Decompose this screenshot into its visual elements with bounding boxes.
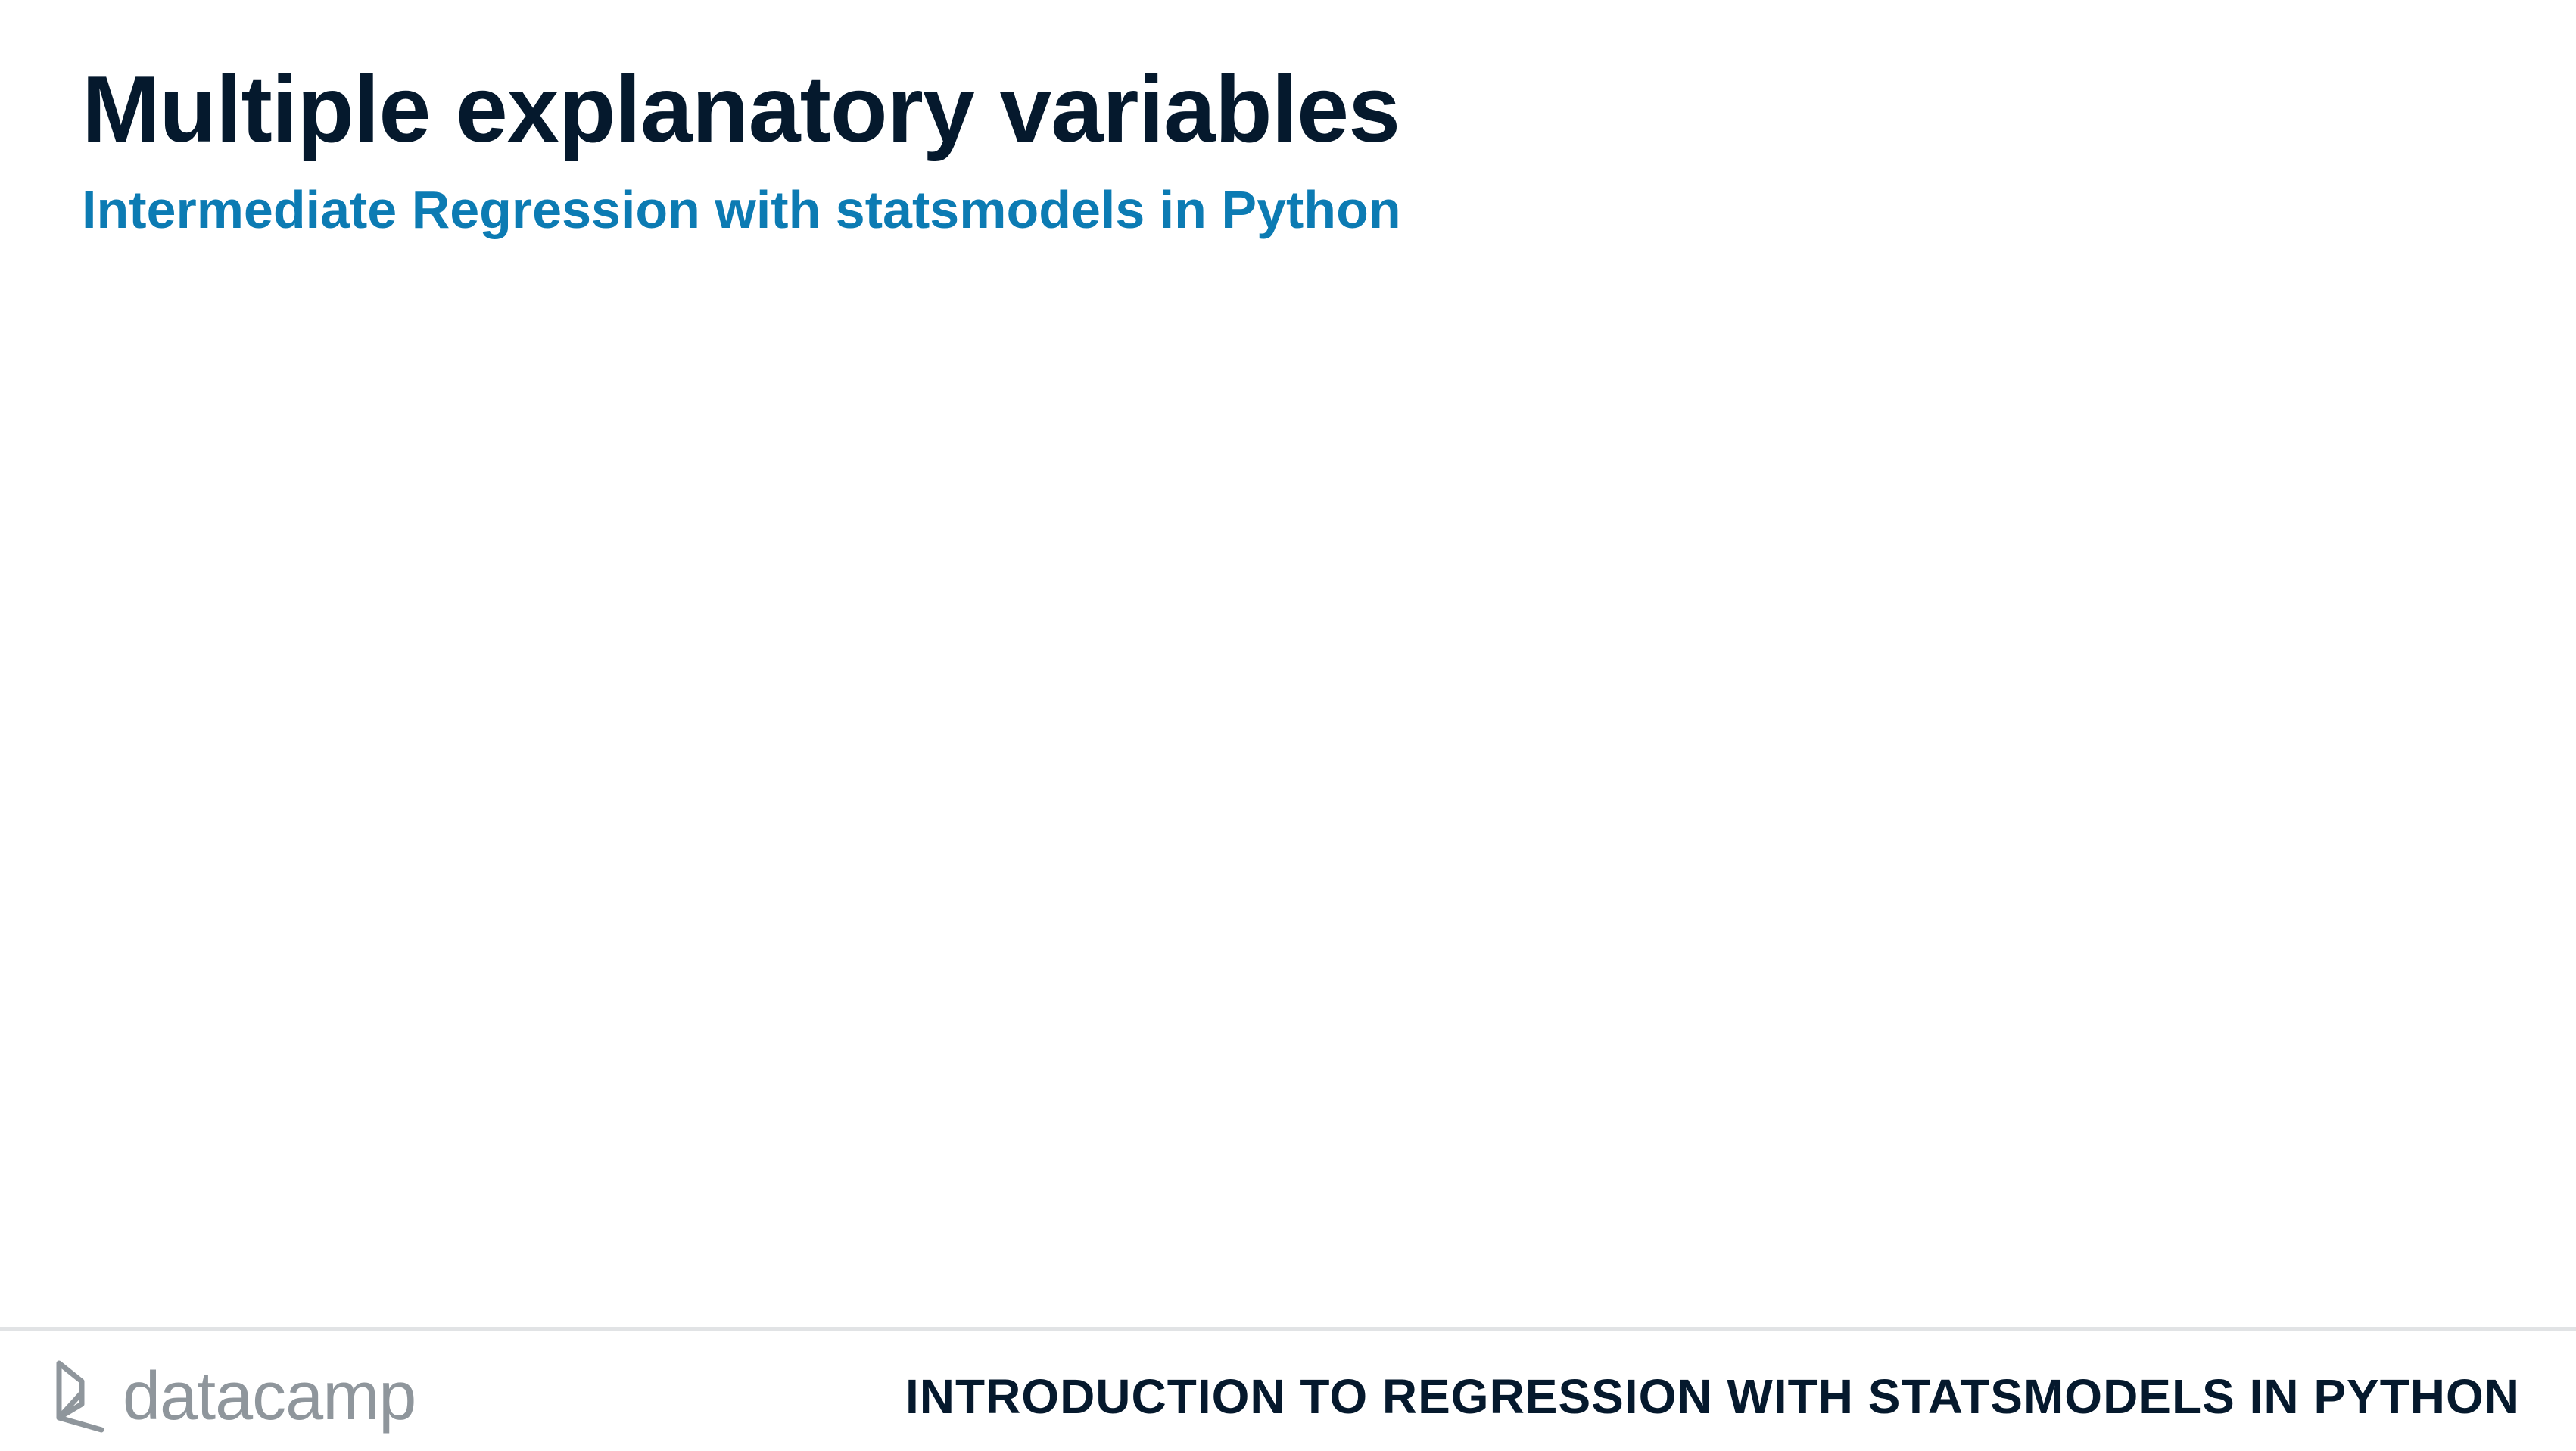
slide-subtitle: Intermediate Regression with statsmodels… (82, 180, 1401, 239)
logo-text: datacamp (123, 1359, 416, 1434)
datacamp-logo: datacamp (51, 1355, 416, 1438)
slide-header: Multiple explanatory variables Intermedi… (82, 53, 2494, 244)
slide-title: Multiple explanatory variables (82, 58, 1400, 162)
slide-footer: datacamp INTRODUCTION TO REGRESSION WITH… (0, 1327, 2576, 1451)
course-name: INTRODUCTION TO REGRESSION WITH STATSMOD… (905, 1369, 2520, 1424)
datacamp-logo-icon (56, 1360, 104, 1433)
